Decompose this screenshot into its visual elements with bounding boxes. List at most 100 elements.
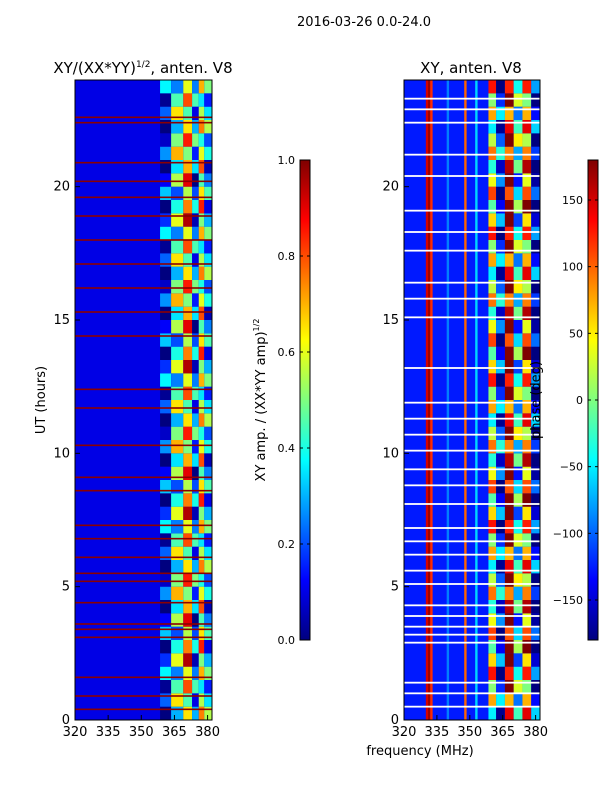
right-heatmap-cell [504,466,514,480]
right-x-tick-label: 320 [392,725,417,740]
left-heatmap-cell [183,626,193,640]
left-heatmap-cell [192,200,199,214]
right-heatmap-cell [513,346,523,360]
right-flag-line [404,553,540,556]
right-flag-line [404,316,540,319]
left-heatmap-cell [171,640,184,654]
left-heatmap-cell [160,360,172,374]
right-panel-title: XY, anten. V8 [420,59,522,77]
right-colorbar-ticks: −150 −100 −50 0 50 100 150 [553,194,598,607]
right-heatmap-cell [504,226,514,240]
right-heatmap-cell [504,320,514,334]
left-heatmap-cell [183,706,193,720]
left-heatmap-cell [160,640,172,654]
left-heatmap-cell [198,320,205,334]
right-heatmap-cell [531,266,540,280]
right-heatmap-cell [488,626,497,640]
right-heatmap-cell [531,493,540,507]
left-heatmap-cell [183,133,193,147]
left-heatmap-cell [160,653,172,667]
left-heatmap-cell [183,240,193,254]
left-heatmap-cell [198,213,205,227]
right-heatmap-cell [522,400,532,414]
left-heatmap-cell [198,680,205,694]
right-flag-line [404,625,540,628]
left-heatmap-cell [183,440,193,454]
right-heatmap-cell [522,613,532,627]
right-heatmap-cell [488,213,497,227]
left-heatmap-cell [183,386,193,400]
right-heatmap-cell [522,226,532,240]
right-heatmap-cell [496,400,505,414]
left-heatmap-cell [183,146,193,160]
right-heatmap-cell [513,120,523,134]
left-heatmap-cell [198,506,205,520]
left-heatmap-cell [198,346,205,360]
right-heatmap-cell [522,586,532,600]
right-heatmap-cell [496,360,505,374]
left-heatmap-cell [160,520,172,534]
left-heatmap-cell [183,613,193,627]
right-heatmap-cell [504,666,514,680]
left-heatmap-cell [171,133,184,147]
right-heatmap-cell [522,680,532,694]
right-heatmap-cell [522,240,532,254]
right-flag-line [404,281,540,284]
right-heatmap-cell [504,573,514,587]
right-heatmap-cell [513,93,523,107]
left-heatmap-cell [183,120,193,134]
right-heatmap-cell [522,333,532,347]
right-heatmap-cell [513,493,523,507]
left-heatmap-cell [183,213,193,227]
left-heatmap-cell [204,160,212,174]
right-plot-frame [403,79,541,721]
right-heatmap-cell [504,120,514,134]
left-heatmap-cell [171,266,184,280]
right-heatmap-cell [531,80,540,94]
right-heatmap-cell [531,133,540,147]
right-flag-line [404,97,540,100]
left-heatmap-cell [204,213,212,227]
right-heatmap-stripe [430,80,433,720]
right-heatmap-cell [522,573,532,587]
right-heatmap-cell [504,133,514,147]
right-heatmap-cell [522,693,532,707]
right-x-tick-label: 335 [424,725,449,740]
left-heatmap-cell [204,573,212,587]
right-heatmap-cell [531,413,540,427]
left-heatmap-cell [192,453,199,467]
right-heatmap-cell [531,120,540,134]
right-heatmap-cell [496,653,505,667]
left-heatmap-cell [183,320,193,334]
left-heatmap-cell [160,240,172,254]
left-heatmap-cell [171,413,184,427]
right-flag-line [404,209,540,212]
left-heatmap-cell [192,373,199,387]
right-heatmap-cell [522,560,532,574]
right-heatmap-cell [496,293,505,307]
left-heatmap-cell [171,93,184,107]
right-heatmap-cell [513,693,523,707]
right-heatmap-cell [488,560,497,574]
left-flag-line [75,601,212,604]
right-heatmap-cell [522,653,532,667]
right-heatmap-cell [488,120,497,134]
left-heatmap-cell [198,706,205,720]
left-heatmap-cell [204,240,212,254]
right-heatmap-cell [522,373,532,387]
left-flag-line [75,524,212,527]
right-heatmap-cell [531,240,540,254]
right-heatmap-cell [522,186,532,200]
left-colorbar-tick-label: 0.0 [278,634,296,647]
right-heatmap-cell [504,560,514,574]
left-heatmap-cell [183,653,193,667]
left-heatmap-cell [204,706,212,720]
right-heatmap-cell [504,706,514,720]
right-flag-line [404,175,540,177]
left-heatmap-cell [183,173,193,187]
left-heatmap-cell [204,266,212,280]
right-heatmap-cell [531,680,540,694]
right-heatmap-cell [488,613,497,627]
left-heatmap-cell [198,653,205,667]
right-heatmap-cell [488,133,497,147]
